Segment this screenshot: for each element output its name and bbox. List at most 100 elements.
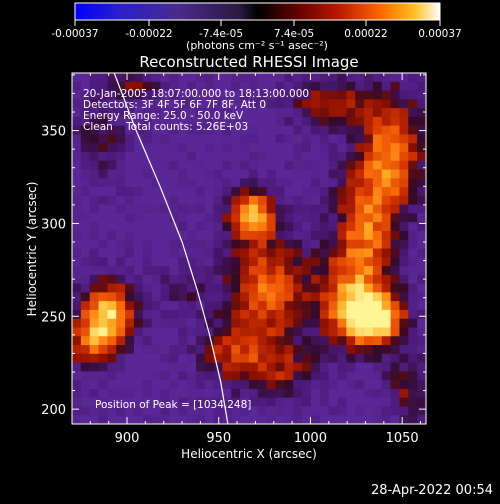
heatmap-cell: [275, 169, 285, 179]
heatmap-cell: [133, 213, 144, 223]
heatmap-cell: [390, 143, 400, 153]
heatmap-cell: [275, 266, 285, 276]
heatmap-cell: [399, 388, 409, 399]
heatmap-cell: [160, 380, 170, 390]
heatmap-cell: [80, 353, 91, 363]
heatmap-cell: [319, 73, 330, 83]
heatmap-cell: [240, 125, 250, 135]
heatmap-cell: [381, 125, 391, 135]
heatmap-cell: [72, 301, 82, 311]
heatmap-cell: [98, 81, 108, 91]
heatmap-cell: [133, 257, 144, 267]
heatmap-cell: [372, 415, 383, 424]
heatmap-cell: [328, 283, 338, 293]
heatmap-cell: [98, 239, 108, 249]
heatmap-cell: [187, 239, 197, 249]
heatmap-cell: [222, 283, 232, 293]
heatmap-cell: [187, 108, 197, 118]
heatmap-cell: [72, 318, 82, 328]
heatmap-cell: [89, 125, 99, 135]
heatmap-cell: [231, 371, 241, 381]
heatmap-cell: [266, 362, 276, 372]
heatmap-cell: [107, 239, 117, 249]
heatmap-cell: [257, 134, 268, 144]
heatmap-cell: [231, 336, 241, 346]
heatmap-cell: [346, 248, 356, 258]
heatmap-cell: [80, 90, 91, 100]
heatmap-cell: [187, 230, 197, 241]
heatmap-cell: [257, 388, 268, 399]
heatmap-cell: [204, 143, 214, 153]
heatmap-cell: [133, 160, 144, 170]
heatmap-cell: [151, 134, 161, 144]
heatmap-cell: [390, 415, 400, 424]
heatmap-cell: [151, 301, 161, 311]
heatmap-cell: [89, 283, 99, 293]
heatmap-cell: [417, 257, 426, 267]
heatmap-cell: [213, 160, 223, 170]
heatmap-cell: [187, 116, 197, 127]
heatmap-cell: [249, 178, 259, 188]
heatmap-cell: [195, 230, 206, 241]
heatmap-cell: [231, 169, 241, 179]
heatmap-cell: [187, 336, 197, 346]
heatmap-cell: [257, 239, 268, 249]
heatmap-cell: [98, 274, 108, 285]
heatmap-cell: [399, 248, 409, 258]
heatmap-cell: [125, 309, 135, 320]
heatmap-cell: [213, 73, 223, 83]
heatmap-cell: [80, 187, 91, 197]
heatmap-cell: [89, 380, 99, 390]
heatmap-cell: [355, 292, 365, 302]
heatmap-cell: [187, 283, 197, 293]
heatmap-cell: [107, 397, 117, 407]
heatmap-cell: [151, 81, 161, 91]
heatmap-cell: [399, 257, 409, 267]
heatmap-cell: [266, 81, 276, 91]
heatmap-cell: [372, 99, 383, 109]
heatmap-cell: [408, 108, 418, 118]
heatmap-cell: [284, 248, 294, 258]
heatmap-cell: [116, 318, 126, 328]
heatmap-cell: [390, 353, 400, 363]
heatmap-cell: [364, 187, 374, 197]
heatmap-cell: [133, 336, 144, 346]
heatmap-cell: [222, 406, 232, 416]
heatmap-cell: [204, 336, 214, 346]
heatmap-cell: [266, 336, 276, 346]
heatmap-cell: [160, 309, 170, 320]
heatmap-cell: [72, 292, 82, 302]
heatmap-cell: [346, 239, 356, 249]
heatmap-cell: [275, 108, 285, 118]
heatmap-cell: [310, 195, 321, 206]
heatmap-cell: [240, 195, 250, 206]
heatmap-cell: [89, 292, 99, 302]
heatmap-cell: [98, 90, 108, 100]
heatmap-cell: [151, 213, 161, 223]
heatmap-cell: [328, 108, 338, 118]
heatmap-cell: [231, 239, 241, 249]
heatmap-cell: [346, 353, 356, 363]
heatmap-cell: [98, 134, 108, 144]
heatmap-cell: [417, 248, 426, 258]
heatmap-cell: [142, 415, 153, 424]
heatmap-cell: [72, 116, 82, 127]
heatmap-cell: [222, 230, 232, 241]
heatmap-cell: [390, 327, 400, 337]
heatmap-cell: [302, 178, 312, 188]
heatmap-cell: [169, 116, 179, 127]
heatmap-cell: [195, 125, 206, 135]
heatmap-cell: [125, 230, 135, 241]
heatmap-cell: [169, 160, 179, 170]
heatmap-cell: [302, 309, 312, 320]
heatmap-cell: [257, 230, 268, 241]
heatmap-cell: [204, 187, 214, 197]
heatmap-cell: [355, 345, 365, 355]
heatmap-cell: [328, 99, 338, 109]
heatmap-cell: [222, 160, 232, 170]
heatmap-cell: [293, 371, 303, 381]
heatmap-cell: [116, 362, 126, 372]
heatmap-cell: [187, 143, 197, 153]
heatmap-cell: [116, 204, 126, 214]
heatmap-cell: [399, 178, 409, 188]
